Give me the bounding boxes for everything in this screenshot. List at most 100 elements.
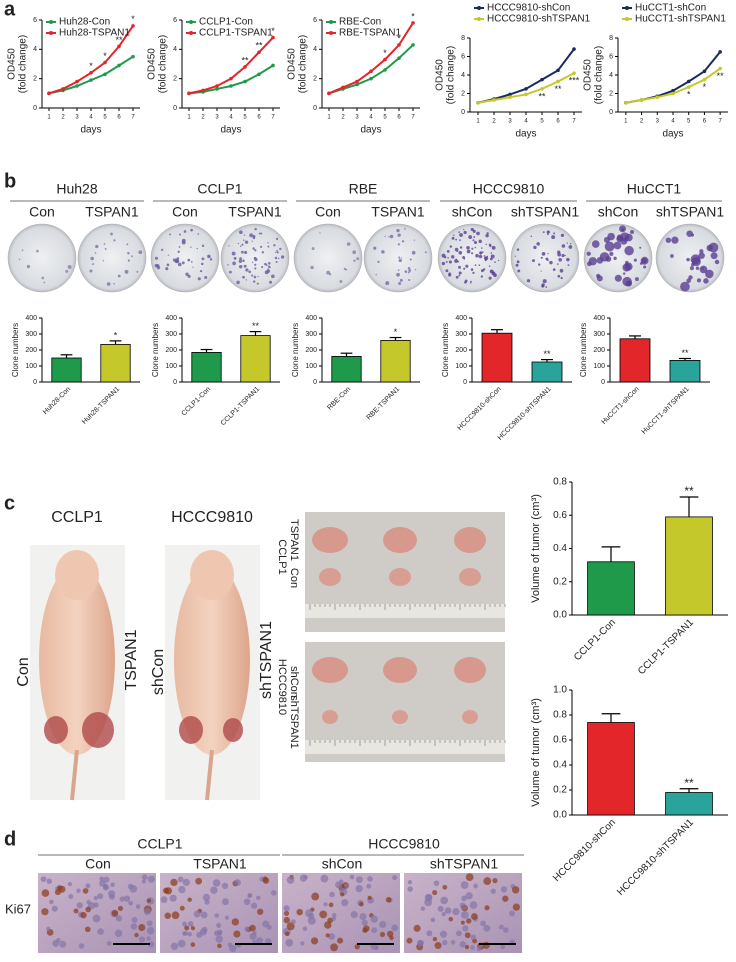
- y-tick-label: 0.6: [553, 735, 567, 746]
- colony: [251, 240, 253, 242]
- x-tick-label: 1: [624, 119, 628, 125]
- colony-well: [363, 223, 433, 293]
- colony: [238, 265, 243, 269]
- nucleus: [341, 899, 349, 907]
- y-axis-title: OD450: [583, 59, 594, 91]
- nucleus: [162, 887, 169, 894]
- colony: [65, 269, 69, 273]
- nucleus: [461, 895, 467, 902]
- nucleus: [430, 917, 436, 923]
- nucleus: [502, 895, 509, 902]
- y-tick-label: 0.8: [553, 477, 567, 488]
- colony: [177, 262, 182, 267]
- colony-subgroup: shCon: [452, 204, 492, 220]
- x-tick-label: 7: [271, 115, 275, 121]
- nucleus: [59, 940, 67, 948]
- x-tick-label: HCCC9810-shTSPAN1: [615, 817, 696, 898]
- colony: [43, 281, 46, 284]
- point: [89, 71, 93, 75]
- legend-label: Huh28-Con: [59, 17, 110, 28]
- nucleus: [310, 937, 319, 945]
- point: [702, 69, 707, 74]
- point: [257, 50, 261, 55]
- y-tick-label: 4: [33, 46, 37, 53]
- colony-group: HuCCT1: [627, 181, 682, 197]
- colony: [705, 269, 714, 279]
- colony: [448, 272, 451, 275]
- colony: [424, 251, 427, 254]
- y-tick-label: 400: [305, 315, 317, 322]
- x-tick-label: 2: [61, 115, 65, 121]
- panel-label: a: [4, 0, 16, 20]
- colony: [381, 250, 385, 254]
- colony: [480, 247, 483, 249]
- point: [655, 95, 660, 99]
- x-tick-label: CCLP1-Con: [181, 386, 213, 418]
- y-tick-label: 0.2: [553, 576, 567, 587]
- colony: [488, 243, 492, 247]
- nucleus: [328, 933, 336, 940]
- nucleus: [325, 933, 330, 938]
- colony: [138, 250, 143, 255]
- y-tick-label: 300: [455, 331, 467, 338]
- colony: [384, 235, 386, 237]
- x-tick-label: 5: [540, 119, 544, 125]
- colony: [639, 246, 642, 249]
- nucleus: [187, 897, 192, 902]
- colony: [485, 233, 489, 238]
- nucleus: [212, 879, 221, 887]
- colony: [526, 279, 531, 283]
- colony: [240, 250, 244, 254]
- ruler: [305, 740, 505, 754]
- y-tick-label: 0: [313, 379, 317, 386]
- nucleus: [300, 941, 305, 946]
- tumor: [82, 712, 114, 748]
- colony: [451, 236, 455, 240]
- y-tick-label: 0: [33, 379, 37, 386]
- colony: [710, 252, 718, 260]
- significance: **: [554, 84, 562, 94]
- nucleus: [135, 904, 141, 909]
- colony: [253, 256, 257, 260]
- colony: [67, 265, 72, 269]
- colony: [396, 228, 400, 233]
- colony: [471, 252, 474, 255]
- point: [215, 84, 219, 88]
- colony: [470, 280, 472, 283]
- significance: ***: [569, 76, 580, 86]
- colony: [643, 265, 647, 269]
- nucleus: [444, 907, 452, 914]
- nucleus: [344, 883, 349, 888]
- colony: [245, 268, 249, 272]
- point: [508, 95, 512, 99]
- y-tick-label: 0: [601, 379, 605, 386]
- y-axis-title: (fold change): [594, 46, 605, 104]
- x-tick-label: 5: [243, 115, 247, 121]
- nucleus: [484, 905, 490, 911]
- colony: [490, 254, 495, 259]
- nucleus: [267, 924, 272, 930]
- x-tick-label: HuCCT1-shTSPAN1: [641, 386, 691, 436]
- significance: *: [103, 51, 107, 61]
- y-axis-title: Clone numbers: [11, 323, 20, 377]
- nucleus: [460, 881, 469, 889]
- x-tick-label: HCCC9810-shCon: [551, 817, 618, 884]
- nucleus: [256, 937, 264, 945]
- significance: **: [684, 776, 694, 790]
- colony: [89, 269, 93, 273]
- y-tick-label: 100: [305, 363, 317, 370]
- colony: [273, 244, 276, 247]
- y-axis-title: Clone numbers: [291, 323, 300, 377]
- colony: [463, 258, 466, 260]
- y-tick-label: 200: [305, 347, 317, 354]
- colony: [397, 243, 400, 246]
- x-tick-label: 2: [640, 119, 644, 125]
- x-tick-label: 3: [75, 115, 79, 121]
- nucleus: [470, 913, 478, 920]
- y-tick-label: 0: [173, 105, 177, 112]
- y-axis-title: OD450: [7, 48, 18, 80]
- colony: [514, 255, 516, 257]
- colony: [94, 252, 97, 254]
- significance: **: [538, 91, 546, 101]
- nucleus: [190, 926, 196, 931]
